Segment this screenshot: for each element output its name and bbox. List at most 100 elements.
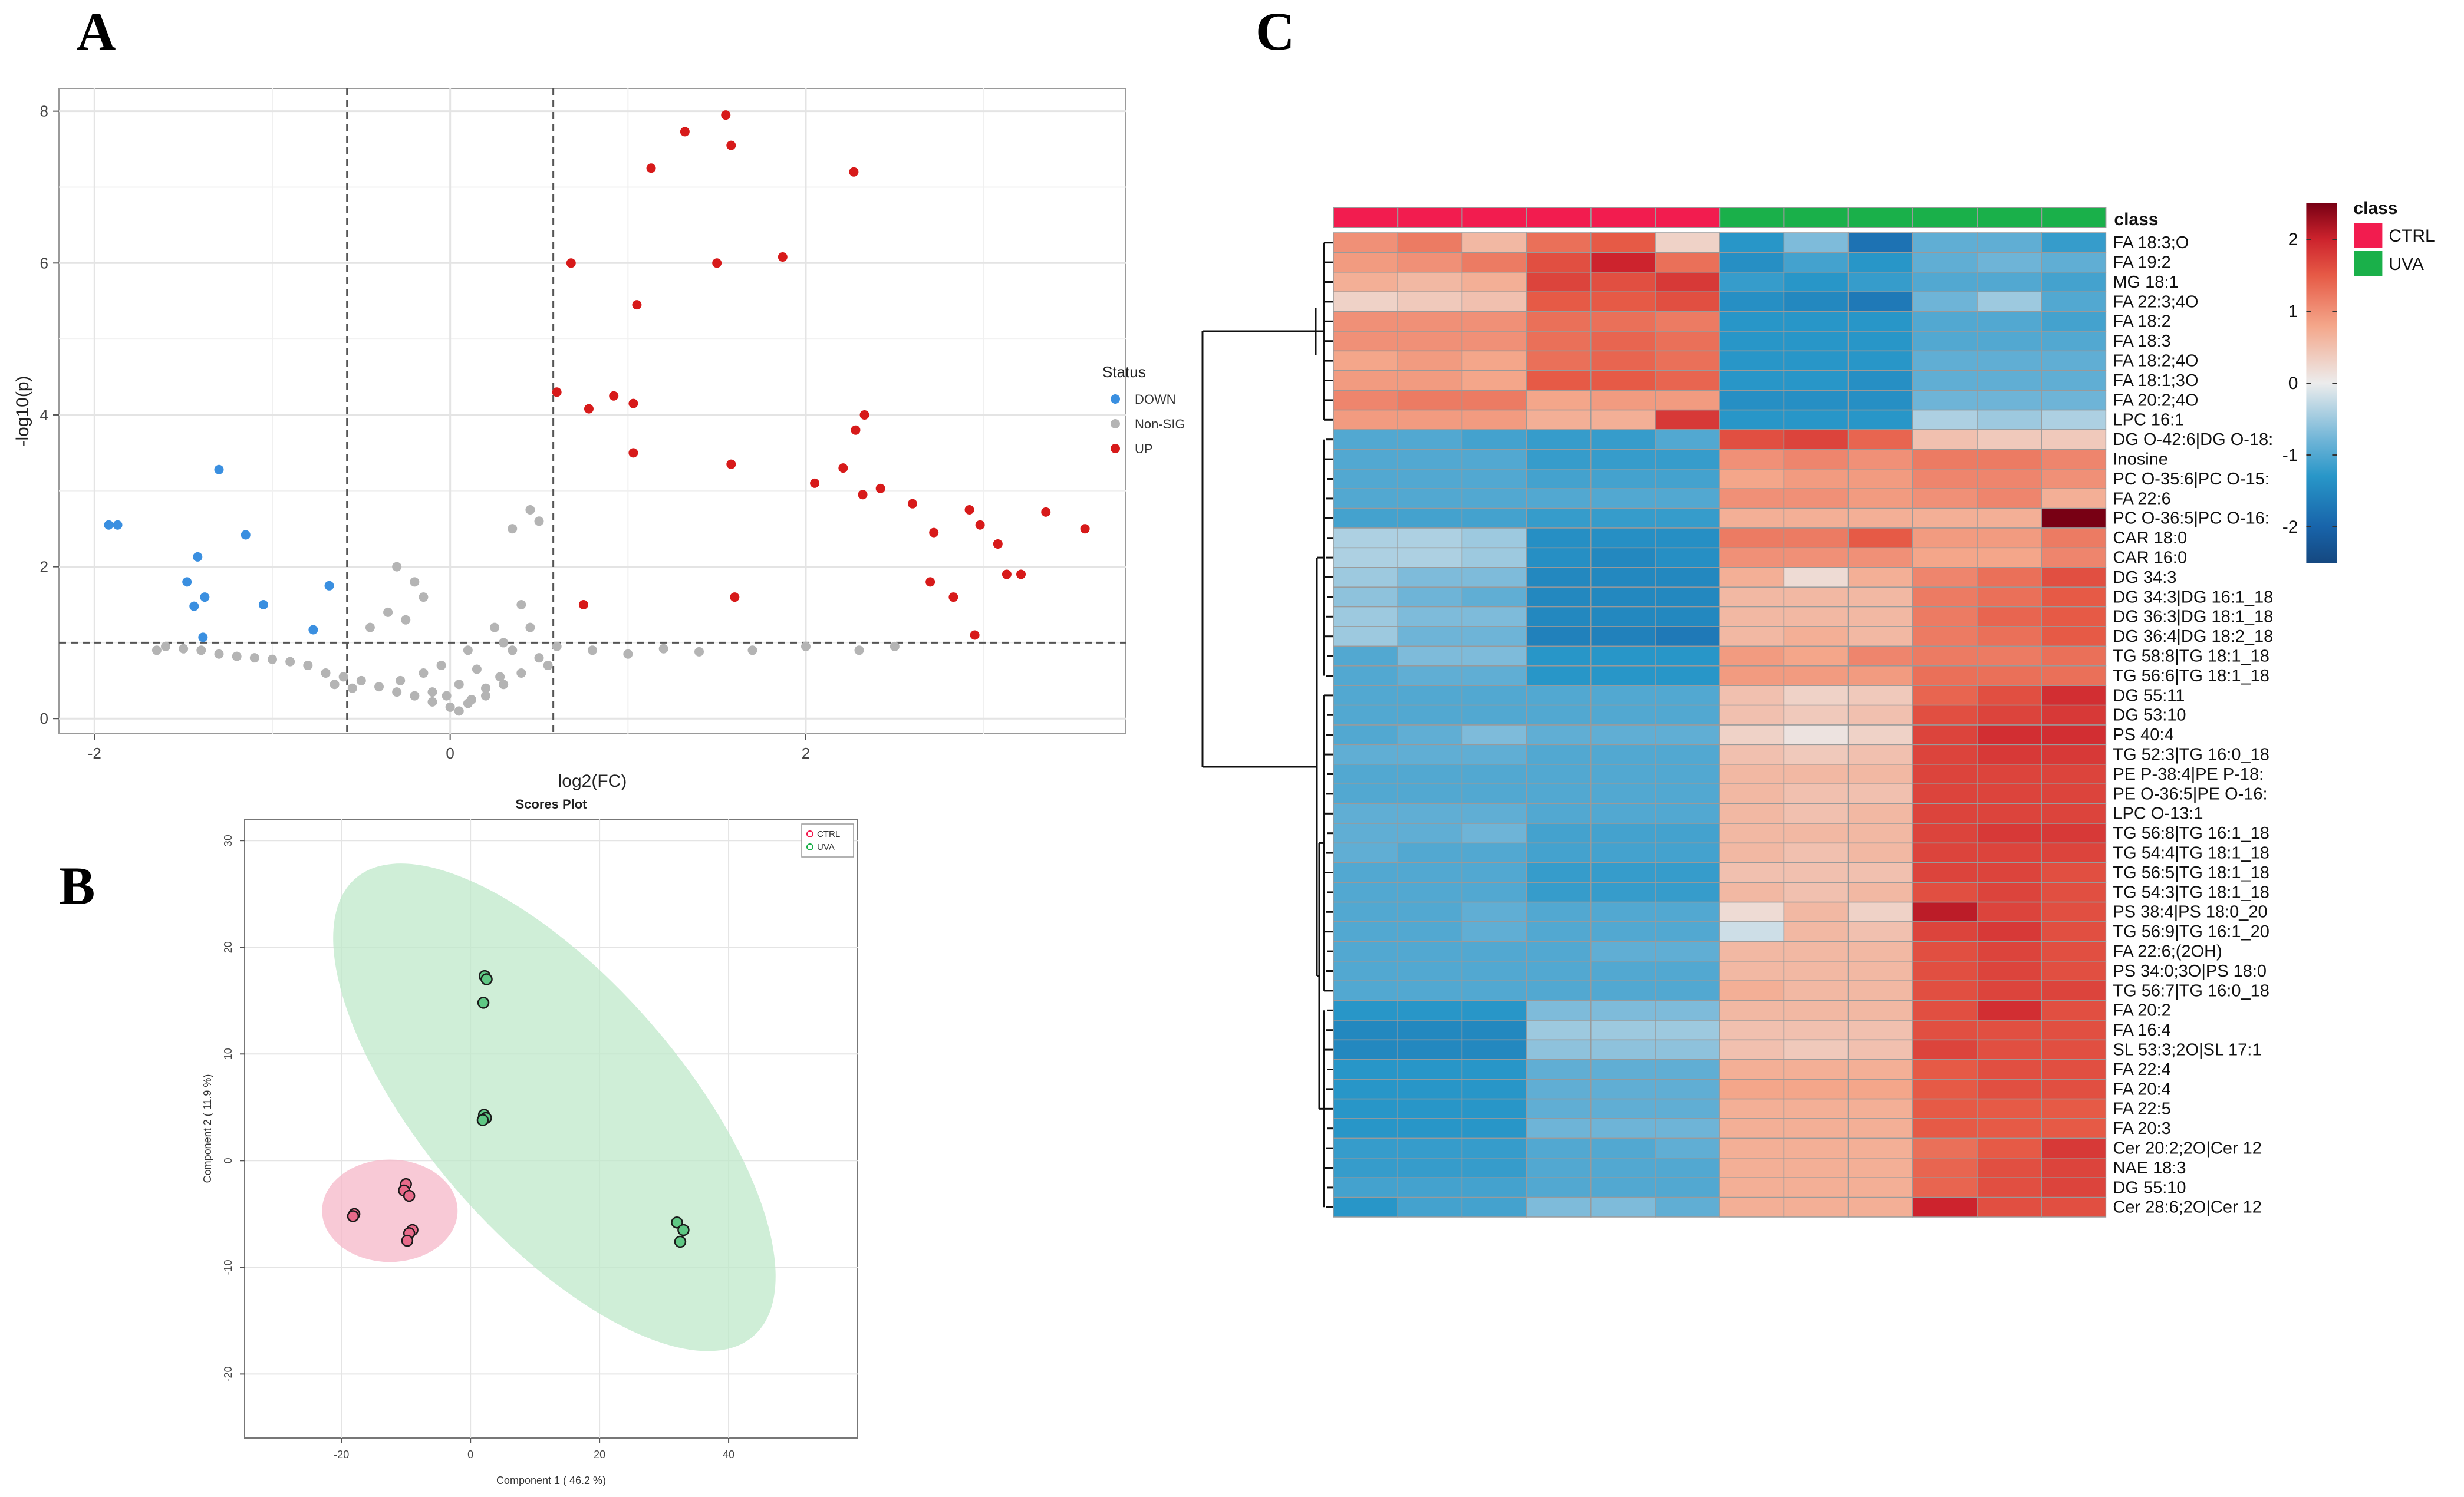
- heatmap-cell: [1397, 1177, 1463, 1198]
- heatmap-cell: [1847, 370, 1913, 391]
- heatmap-cell: [2041, 882, 2107, 903]
- heatmap-cell: [1526, 1079, 1592, 1100]
- heatmap-cell: [1655, 1158, 1720, 1178]
- class-annotation-cell: [1526, 207, 1592, 228]
- point-non-sig: [392, 562, 402, 572]
- panel-label-c: C: [1256, 1, 1295, 61]
- row-label: PS 40:4: [2113, 726, 2173, 744]
- point-up: [838, 463, 848, 473]
- point-non-sig: [436, 661, 446, 671]
- heatmap-cell: [1590, 507, 1656, 529]
- heatmap-cell: [1912, 626, 1978, 647]
- heatmap-cell: [1461, 882, 1527, 903]
- heatmap-cell: [1526, 665, 1592, 686]
- heatmap-cell: [1461, 862, 1527, 883]
- heatmap-cell: [1719, 901, 1785, 922]
- heatmap-cell: [1590, 1177, 1656, 1198]
- scale-tick-label: 1: [2288, 302, 2298, 321]
- heatmap-cell: [1397, 232, 1463, 253]
- point-non-sig: [525, 622, 535, 632]
- point-uva: [674, 1235, 687, 1248]
- row-label: DG O-42:6|DG O-18:: [2113, 430, 2273, 449]
- heatmap-cell: [1977, 1118, 2042, 1139]
- heatmap-cell: [1590, 1079, 1656, 1100]
- heatmap-cell: [2041, 665, 2107, 686]
- point-up: [726, 459, 736, 469]
- heatmap-cell: [1655, 724, 1720, 746]
- row-label: Cer 20:2;2O|Cer 12: [2113, 1139, 2262, 1158]
- heatmap-cell: [1912, 390, 1978, 411]
- heatmap-cell: [1461, 331, 1527, 352]
- point-non-sig: [285, 657, 295, 667]
- heatmap-cell: [1783, 764, 1849, 784]
- heatmap-cell: [2041, 862, 2107, 883]
- heatmap-cell: [1590, 1059, 1656, 1080]
- heatmap-cell: [1719, 291, 1785, 312]
- heatmap-cell: [1526, 488, 1592, 509]
- heatmap-cell: [1590, 350, 1656, 371]
- point-down: [200, 592, 210, 602]
- heatmap-cell: [1461, 409, 1527, 430]
- point-non-sig: [854, 645, 864, 655]
- heatmap-cell: [2041, 291, 2107, 312]
- point-up: [646, 163, 656, 173]
- heatmap-cell: [1526, 507, 1592, 529]
- heatmap-cell: [1397, 272, 1463, 292]
- point-down: [258, 600, 268, 609]
- heatmap-cell: [1847, 823, 1913, 844]
- heatmap-cell: [1461, 1059, 1527, 1080]
- heatmap-cell: [1847, 488, 1913, 509]
- heatmap-cell: [1655, 547, 1720, 568]
- pca-scores-plot: Scores Plot -20 0 20 40 -20 -10 0 10 20 30 CTRL UVA C…: [202, 797, 858, 1486]
- heatmap-cell: [1655, 645, 1720, 667]
- row-label: DG 36:4|DG 18:2_18: [2113, 627, 2273, 646]
- heatmap-cell: [1977, 685, 2042, 706]
- point-up: [1016, 569, 1026, 579]
- row-label: DG 36:3|DG 18:1_18: [2113, 608, 2273, 627]
- heatmap-cell: [1526, 862, 1592, 883]
- heatmap-cell: [1847, 921, 1913, 942]
- row-label: FA 20:3: [2113, 1119, 2170, 1138]
- x-tick-label: 0: [446, 744, 454, 762]
- heatmap-cell: [1461, 370, 1527, 391]
- heatmap-cell: [2041, 921, 2107, 942]
- heatmap-cell: [1526, 429, 1592, 450]
- heatmap-cell: [1977, 1196, 2042, 1218]
- heatmap-cell: [1526, 567, 1592, 588]
- row-label: PC O-35:6|PC O-15:: [2113, 470, 2269, 489]
- heatmap-cell: [1719, 311, 1785, 332]
- heatmap-cell: [1847, 547, 1913, 568]
- heatmap-cell: [1461, 1020, 1527, 1041]
- point-up: [859, 410, 869, 420]
- heatmap-cell: [1526, 921, 1592, 942]
- heatmap-cell: [1655, 1039, 1720, 1060]
- heatmap-cell: [1526, 882, 1592, 903]
- point-down: [308, 625, 318, 635]
- heatmap-cell: [1461, 291, 1527, 312]
- point-non-sig: [268, 654, 277, 664]
- heatmap-cell: [2041, 764, 2107, 784]
- heatmap-cell: [1397, 842, 1463, 863]
- heatmap-cell: [2041, 547, 2107, 568]
- heatmap-cell: [1655, 370, 1720, 391]
- heatmap-cell: [1397, 469, 1463, 489]
- heatmap-cell: [1590, 1137, 1656, 1159]
- heatmap-cell: [1397, 685, 1463, 706]
- heatmap-cell: [1719, 921, 1785, 942]
- heatmap-cell: [1977, 961, 2042, 981]
- point-non-sig: [543, 661, 553, 671]
- point-non-sig: [365, 622, 375, 632]
- point-up: [849, 167, 859, 177]
- heatmap-cell: [1912, 862, 1978, 883]
- heatmap-cell: [1590, 921, 1656, 942]
- heatmap-cell: [1333, 1196, 1398, 1218]
- heatmap-cell: [1590, 724, 1656, 746]
- heatmap-cell: [1783, 1059, 1849, 1080]
- heatmap-cell: [1783, 1118, 1849, 1139]
- heatmap-cell: [1461, 1177, 1527, 1198]
- legend-label-ctrl: CTRL: [2389, 226, 2435, 246]
- heatmap-cell: [2041, 488, 2107, 509]
- heatmap-cell: [1590, 527, 1656, 549]
- heatmap-cell: [1977, 1000, 2042, 1021]
- heatmap-cell: [1590, 685, 1656, 706]
